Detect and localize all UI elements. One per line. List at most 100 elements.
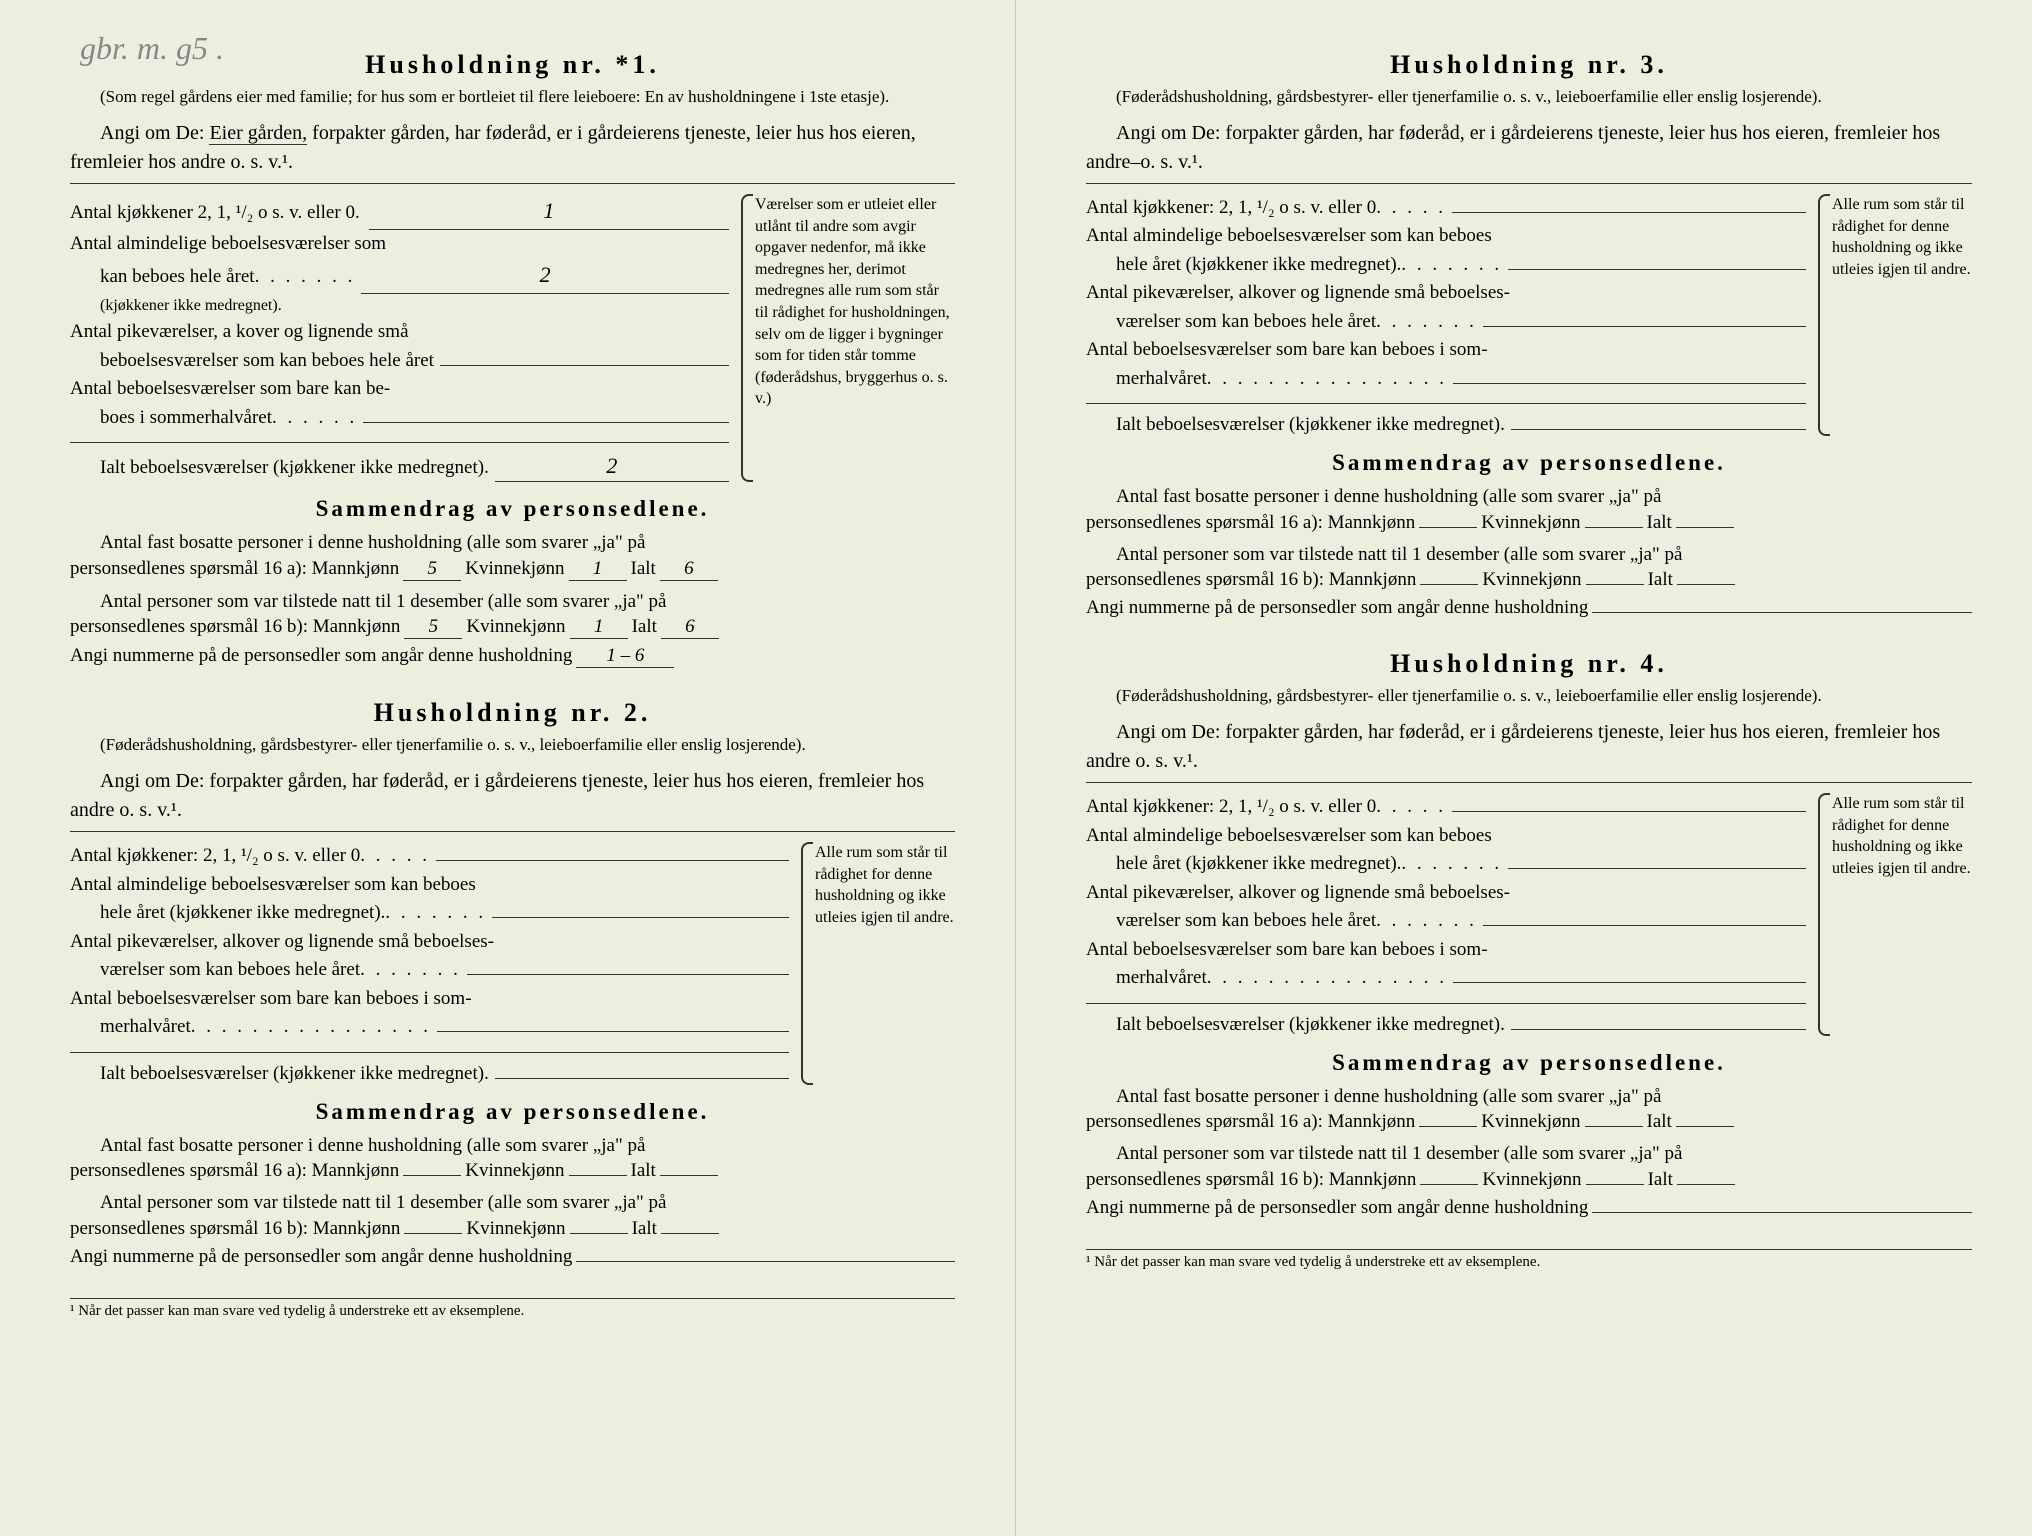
hh1-kitchen-val: 1 — [369, 194, 729, 230]
hh3-s16a-k — [1585, 527, 1643, 528]
label: værelser som kan beboes hele året — [100, 956, 360, 985]
hh1-summer-val — [363, 420, 729, 423]
label: hele året (kjøkkener ikke medregnet). — [1116, 850, 1401, 879]
hh2-pike-val — [467, 972, 789, 975]
household-4: Husholdning nr. 4. (Føderådshusholdning,… — [1086, 649, 1972, 1218]
hh1-s16a-k-label: Kvinnekjønn — [465, 558, 564, 580]
dots: . . . . . . . — [1401, 251, 1502, 280]
hh1-s16a-pre: Antal fast bosatte personer i denne hush… — [70, 528, 955, 557]
hh3-kitchen-row: Antal kjøkkener: 2, 1, ¹/₂ o s. v. eller… — [1086, 194, 1806, 223]
hh4-num-row: Angi nummerne på de personsedler som ang… — [1086, 1197, 1972, 1219]
hh2-s16a-i — [660, 1175, 718, 1176]
hh1-s16a-i: 6 — [660, 558, 718, 581]
label: Antal beboelsesværelser som bare kan beb… — [1086, 336, 1488, 365]
hh4-fields-left: Antal kjøkkener: 2, 1, ¹/₂ o s. v. eller… — [1086, 793, 1806, 1036]
hh1-angi: Angi om De: Eier gården, forpakter gårde… — [70, 119, 955, 177]
brace-icon — [741, 194, 753, 483]
hh2-ialt-row: Ialt beboelsesværelser (kjøkkener ikke m… — [70, 1063, 789, 1085]
hh2-s16a-m — [403, 1175, 461, 1176]
hh2-kitchen-val — [436, 858, 789, 861]
hh1-rooms-row1: Antal almindelige beboelsesværelser som — [70, 230, 729, 259]
hh1-pike-row2: beboelsesværelser som kan beboes hele år… — [70, 347, 729, 376]
hh4-kitchen-val — [1452, 809, 1806, 812]
hh4-angi: Angi om De: forpakter gården, har føderå… — [1086, 718, 1972, 776]
hh1-pike-label2: beboelsesværelser som kan beboes hele år… — [100, 347, 434, 376]
hh1-pike-val — [440, 363, 729, 366]
hh1-s16b-k: 1 — [570, 616, 628, 639]
hh1-sidenote-wrap: Værelser som er utleiet eller utlånt til… — [741, 194, 955, 483]
hh1-kitchen-label: Antal kjøkkener 2, 1, ¹/₂ o s. v. eller … — [70, 199, 355, 228]
hh1-angi-underlined: Eier gården, — [209, 122, 307, 145]
hh1-fields-left: Antal kjøkkener 2, 1, ¹/₂ o s. v. eller … — [70, 194, 729, 483]
label: Ialt — [1648, 1169, 1673, 1191]
divider — [70, 442, 729, 443]
label: Angi nummerne på de personsedler som ang… — [1086, 1197, 1588, 1219]
hh3-s16a-m — [1419, 527, 1477, 528]
divider — [70, 1052, 789, 1053]
hh4-ialt-val — [1511, 1027, 1806, 1030]
household-2: Husholdning nr. 2. (Føderådshusholdning,… — [70, 698, 955, 1267]
hh2-s16b-m — [404, 1233, 462, 1234]
hh1-num-val: 1 – 6 — [576, 645, 674, 668]
hh3-pike-val — [1483, 324, 1806, 327]
dots: . . . . . . . — [255, 263, 356, 292]
hh1-summer-row2: boes i sommerhalvåret . . . . . . — [70, 404, 729, 433]
footnote-left: ¹ Når det passer kan man svare ved tydel… — [70, 1298, 955, 1320]
hh4-summary-title: Sammendrag av personsedlene. — [1086, 1050, 1972, 1076]
household-1: Husholdning nr. *1. (Som regel gårdens e… — [70, 50, 955, 668]
hh2-rooms-row2: hele året (kjøkkener ikke medregnet). . … — [70, 899, 789, 928]
divider — [1086, 183, 1972, 184]
hh3-subtitle: (Føderådshusholdning, gårdsbestyrer- ell… — [1086, 86, 1972, 109]
hh1-s16a-row-pre: personsedlenes spørsmål 16 a): Mannkjønn — [70, 558, 399, 580]
k-label: Kvinnekjønn — [466, 616, 565, 638]
label: merhalvåret — [100, 1013, 191, 1042]
hh3-kitchen-val — [1452, 210, 1806, 213]
hh1-fields: Antal kjøkkener 2, 1, ¹/₂ o s. v. eller … — [70, 194, 955, 483]
hh2-angi: Angi om De: forpakter gården, har føderå… — [70, 767, 955, 825]
hh3-pike-row1: Antal pikeværelser, alkover og lignende … — [1086, 279, 1806, 308]
label: Ialt — [1648, 569, 1673, 591]
dots: . . . . . . . . . . . . . . . . — [1207, 964, 1447, 993]
hh1-pike-label: Antal pikeværelser, a kover og lignende … — [70, 318, 409, 347]
label: Antal beboelsesværelser som bare kan beb… — [70, 985, 472, 1014]
label: Antal pikeværelser, alkover og lignende … — [1086, 279, 1510, 308]
label: Kvinnekjønn — [1482, 1169, 1581, 1191]
hh3-rooms-row1: Antal almindelige beboelsesværelser som … — [1086, 222, 1806, 251]
hh4-s16b-k — [1586, 1184, 1644, 1185]
hh2-s16b-i — [661, 1233, 719, 1234]
hh1-num-row: Angi nummerne på de personsedler som ang… — [70, 645, 955, 668]
hh3-summer-val — [1453, 381, 1806, 384]
hh4-s16a-pre: Antal fast bosatte personer i denne hush… — [1086, 1082, 1972, 1111]
label: Antal kjøkkener: 2, 1, ¹/₂ o s. v. eller… — [1086, 194, 1376, 223]
label: merhalvåret — [1116, 964, 1207, 993]
hh3-summary-title: Sammendrag av personsedlene. — [1086, 450, 1972, 476]
hh1-s16a-k: 1 — [569, 558, 627, 581]
hh4-rooms-row1: Antal almindelige beboelsesværelser som … — [1086, 822, 1806, 851]
hh3-s16b-m — [1420, 584, 1478, 585]
label: Ialt — [631, 1160, 656, 1182]
hh3-s16b-k — [1586, 584, 1644, 585]
hh3-summer-row1: Antal beboelsesværelser som bare kan beb… — [1086, 336, 1806, 365]
dots: . . . . . . . . . . . . . . . . — [191, 1013, 431, 1042]
label: personsedlenes spørsmål 16 a): Mannkjønn — [1086, 1111, 1415, 1133]
hh1-sidenote: Værelser som er utleiet eller utlånt til… — [755, 196, 950, 407]
hh4-s16a-i — [1676, 1126, 1734, 1127]
hh4-sidenote: Alle rum som står til rådighet for denne… — [1832, 795, 1971, 877]
hh1-rooms-row2: kan beboes hele året . . . . . . . 2 — [70, 258, 729, 294]
label: Antal beboelsesværelser som bare kan beb… — [1086, 936, 1488, 965]
divider — [1086, 403, 1806, 404]
hh3-sidenote: Alle rum som står til rådighet for denne… — [1832, 196, 1971, 278]
label: værelser som kan beboes hele året — [1116, 308, 1376, 337]
hh2-num-val — [576, 1261, 955, 1262]
label: Kvinnekjønn — [465, 1160, 564, 1182]
divider — [70, 831, 955, 832]
label: Angi nummerne på de personsedler som ang… — [1086, 597, 1588, 619]
hh3-ialt-row: Ialt beboelsesværelser (kjøkkener ikke m… — [1086, 414, 1806, 436]
label: Antal pikeværelser, alkover og lignende … — [1086, 879, 1510, 908]
brace-icon — [1818, 793, 1830, 1036]
hh4-title: Husholdning nr. 4. — [1086, 649, 1972, 679]
label: hele året (kjøkkener ikke medregnet). — [100, 899, 385, 928]
divider — [1086, 782, 1972, 783]
footnote-right: ¹ Når det passer kan man svare ved tydel… — [1086, 1249, 1972, 1271]
hh1-summer-label: Antal beboelsesværelser som bare kan be- — [70, 375, 390, 404]
